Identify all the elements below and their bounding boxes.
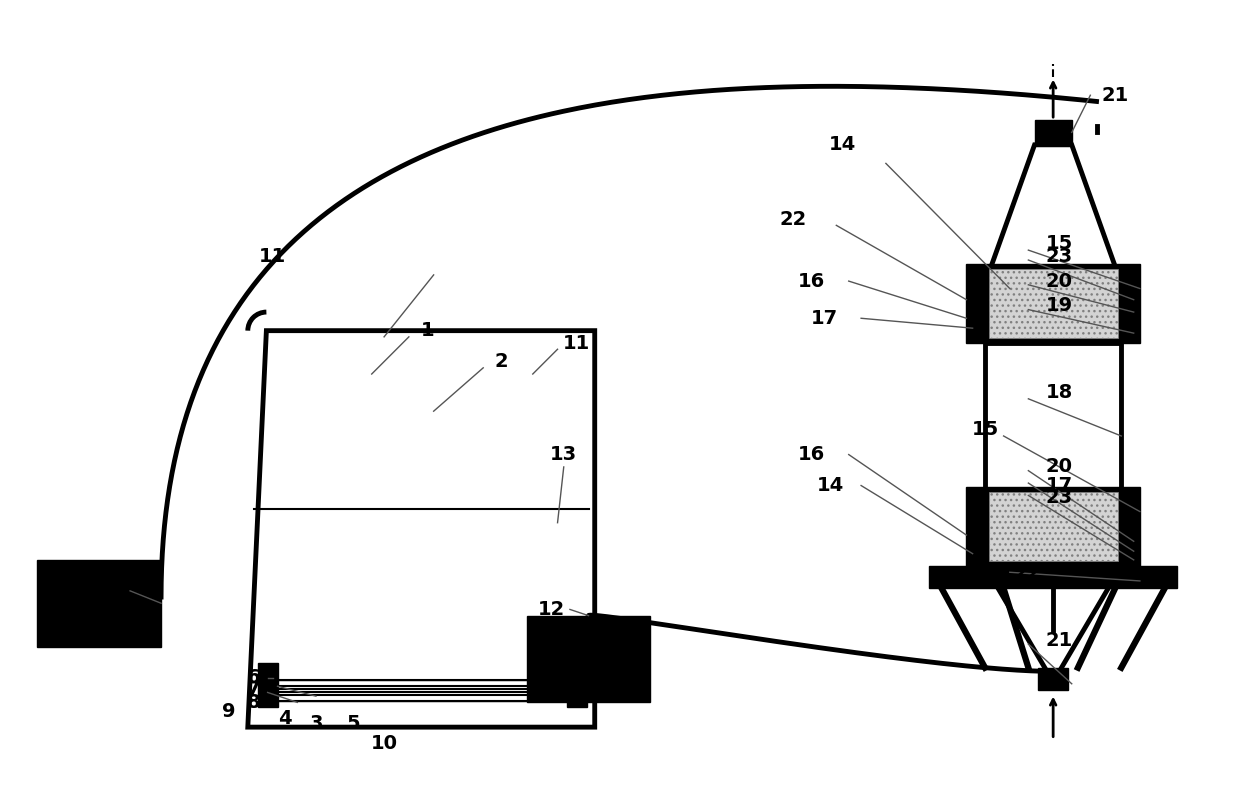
FancyBboxPatch shape <box>1035 120 1072 145</box>
Text: 23: 23 <box>1046 488 1073 507</box>
Polygon shape <box>985 343 1121 506</box>
Text: 7: 7 <box>248 680 260 700</box>
Text: 10: 10 <box>370 734 398 752</box>
Text: 22: 22 <box>779 210 807 228</box>
Text: 19: 19 <box>1046 296 1073 315</box>
Text: 16: 16 <box>798 445 825 464</box>
Text: 13: 13 <box>550 445 577 464</box>
FancyBboxPatch shape <box>929 566 1177 588</box>
Text: 1: 1 <box>421 321 434 340</box>
Text: 15: 15 <box>971 420 999 439</box>
FancyBboxPatch shape <box>966 487 1140 566</box>
Text: 20: 20 <box>1046 271 1073 291</box>
Text: 17: 17 <box>1046 476 1073 495</box>
Text: 8: 8 <box>248 693 260 712</box>
Text: 21: 21 <box>1046 631 1073 650</box>
Text: 20: 20 <box>1046 458 1073 476</box>
FancyBboxPatch shape <box>258 663 278 707</box>
FancyBboxPatch shape <box>989 269 1118 338</box>
Text: 22: 22 <box>1015 563 1042 582</box>
Text: 3: 3 <box>310 714 322 733</box>
Text: 18: 18 <box>1046 383 1073 402</box>
Text: 5: 5 <box>347 714 359 733</box>
Text: 4: 4 <box>279 709 291 728</box>
Text: 12: 12 <box>538 600 565 619</box>
FancyBboxPatch shape <box>37 560 161 646</box>
Text: 16: 16 <box>798 271 825 291</box>
FancyBboxPatch shape <box>1038 667 1068 690</box>
Polygon shape <box>985 566 1121 671</box>
Text: 11: 11 <box>563 334 590 352</box>
FancyBboxPatch shape <box>989 492 1118 561</box>
Text: 6: 6 <box>248 668 260 687</box>
Text: 15: 15 <box>1046 234 1073 254</box>
Text: 12: 12 <box>92 582 119 600</box>
FancyBboxPatch shape <box>527 616 650 702</box>
Text: 9: 9 <box>223 701 235 721</box>
Text: 23: 23 <box>1046 247 1073 266</box>
Text: 21: 21 <box>1101 86 1129 104</box>
Polygon shape <box>985 145 1121 284</box>
Text: 17: 17 <box>810 309 838 328</box>
Text: 14: 14 <box>817 476 844 495</box>
FancyBboxPatch shape <box>567 663 587 707</box>
Text: 11: 11 <box>259 247 286 266</box>
Text: 14: 14 <box>829 135 856 155</box>
FancyBboxPatch shape <box>966 264 1140 343</box>
Text: 2: 2 <box>496 352 508 371</box>
